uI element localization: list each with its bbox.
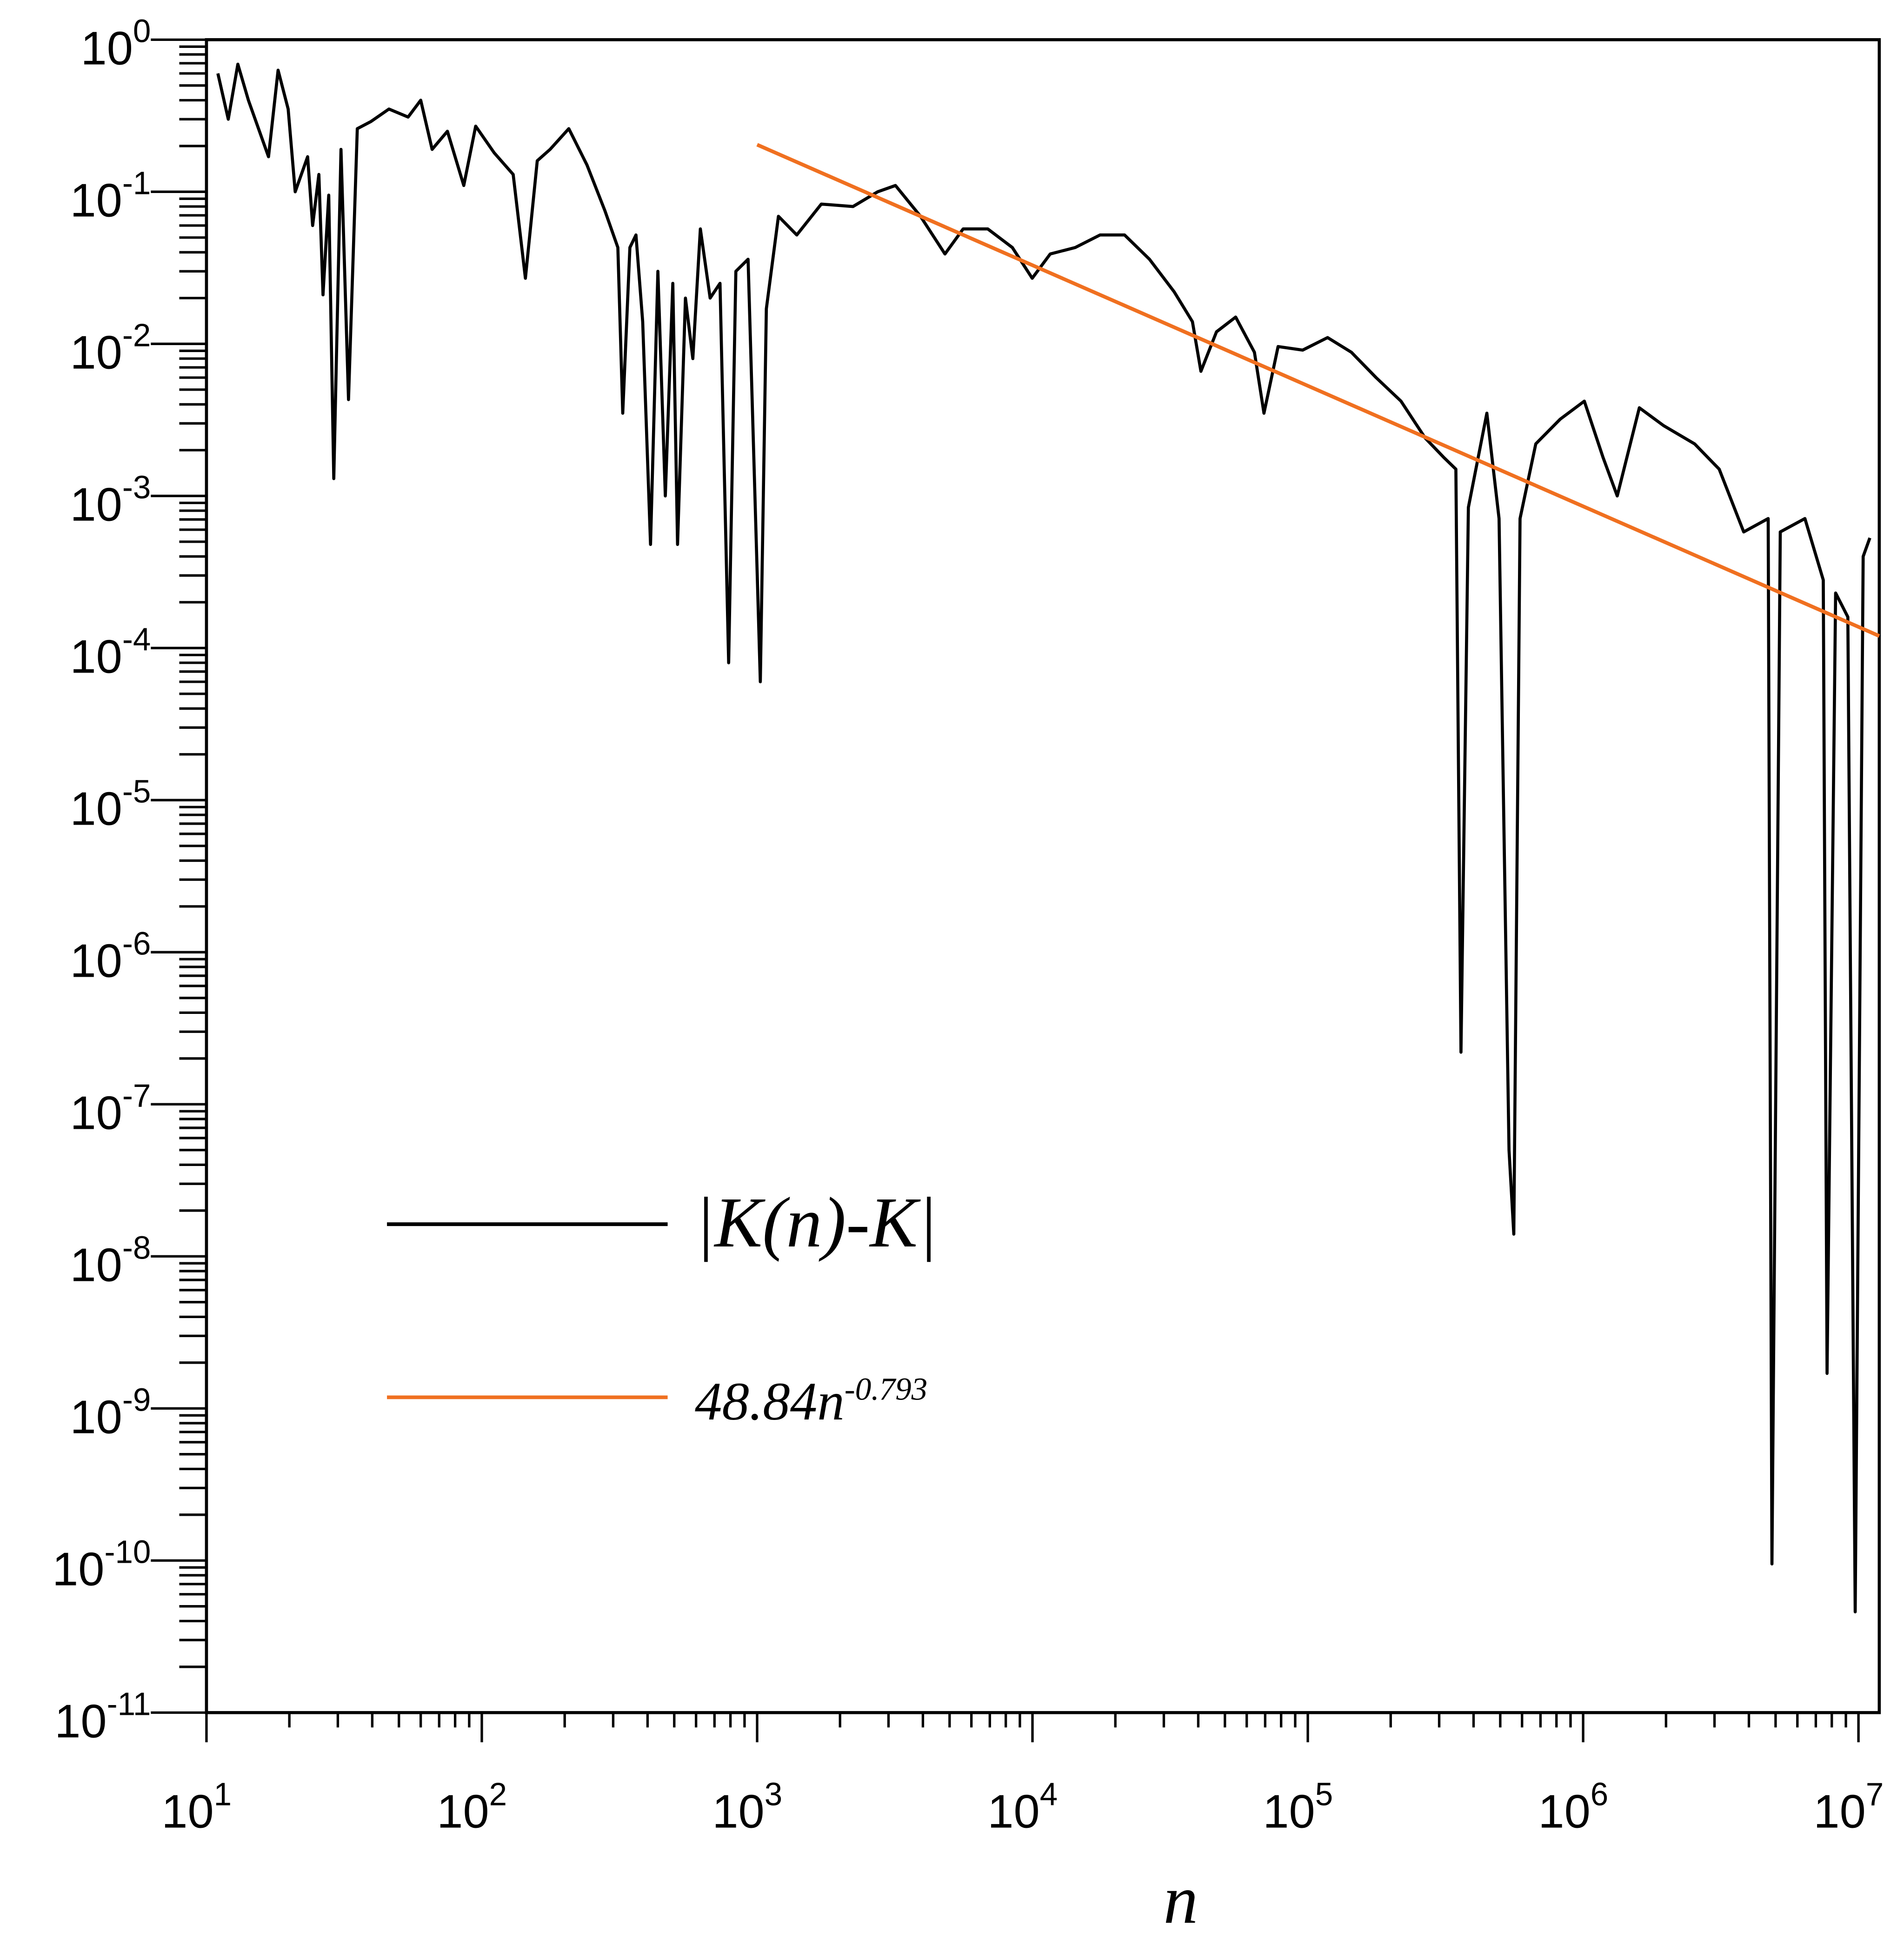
tick-exponent: 2: [489, 1776, 507, 1812]
y-tick-label: 10-9: [70, 1382, 151, 1444]
y-tick-label: 10-3: [70, 469, 151, 531]
legend-label: |K(n)-K|: [695, 1183, 938, 1262]
x-tick-label: 102: [437, 1776, 507, 1838]
tick-exponent: 0: [133, 13, 151, 49]
legend-superscript: -0.793: [845, 1371, 928, 1407]
tick-exponent: -1: [122, 165, 151, 201]
tick-base: 10: [70, 631, 122, 683]
tick-base: 10: [70, 1391, 122, 1443]
tick-exponent: -4: [122, 621, 151, 658]
tick-base: 10: [70, 935, 122, 987]
legend-name: 48.84n: [695, 1372, 845, 1432]
tick-exponent: 7: [1866, 1776, 1884, 1812]
y-tick-label: 10-11: [54, 1686, 151, 1748]
y-tick-label: 10-7: [70, 1078, 151, 1139]
x-tick-label: 107: [1813, 1776, 1884, 1838]
tick-base: 10: [1538, 1786, 1590, 1838]
tick-exponent: 6: [1591, 1776, 1608, 1812]
y-tick-label: 10-6: [70, 926, 151, 987]
tick-exponent: -8: [122, 1230, 151, 1266]
plot-frame: [205, 38, 1881, 1714]
data-line: [216, 62, 1871, 1613]
tick-exponent: -11: [107, 1686, 151, 1722]
tick-base: 10: [70, 479, 122, 531]
y-tick-label: 10-4: [70, 621, 151, 683]
tick-base: 10: [54, 1695, 107, 1747]
tick-base: 10: [70, 1087, 122, 1139]
tick-base: 10: [987, 1786, 1039, 1838]
tick-exponent: -2: [122, 317, 151, 353]
x-tick-label: 101: [161, 1776, 232, 1838]
legend-name: |K(n)-K|: [695, 1183, 938, 1262]
x-tick-label: 105: [1263, 1776, 1333, 1838]
tick-exponent: -5: [122, 773, 151, 810]
tick-base: 10: [70, 175, 122, 227]
tick-exponent: 3: [765, 1776, 782, 1812]
y-tick-label: 100: [81, 13, 151, 75]
y-tick-label: 10-1: [70, 165, 151, 227]
tick-base: 10: [70, 1239, 122, 1291]
tick-base: 10: [161, 1786, 213, 1838]
data-line: [756, 143, 1880, 638]
tick-base: 10: [1263, 1786, 1315, 1838]
x-axis-label: n: [1164, 1861, 1198, 1938]
tick-exponent: -3: [122, 469, 151, 506]
tick-exponent: 1: [214, 1776, 232, 1812]
tick-exponent: -9: [122, 1382, 151, 1418]
y-tick-label: 10-8: [70, 1230, 151, 1292]
tick-base: 10: [437, 1786, 489, 1838]
tick-base: 10: [70, 326, 122, 379]
y-tick-label: 10-5: [70, 773, 151, 835]
x-tick-label: 103: [712, 1776, 782, 1838]
x-tick-label: 104: [987, 1776, 1058, 1838]
x-tick-label: 106: [1538, 1776, 1608, 1838]
tick-base: 10: [1813, 1786, 1865, 1838]
tick-exponent: 4: [1040, 1776, 1058, 1812]
tick-exponent: -6: [122, 926, 151, 962]
tick-base: 10: [81, 23, 133, 75]
legend-label: 48.84n-0.793: [695, 1371, 927, 1432]
tick-exponent: -7: [122, 1078, 151, 1114]
tick-exponent: -10: [104, 1534, 151, 1570]
tick-base: 10: [70, 783, 122, 835]
y-tick-label: 10-2: [70, 317, 151, 379]
tick-base: 10: [712, 1786, 764, 1838]
tick-exponent: 5: [1315, 1776, 1333, 1812]
tick-base: 10: [52, 1543, 104, 1595]
y-tick-label: 10-10: [52, 1534, 151, 1596]
